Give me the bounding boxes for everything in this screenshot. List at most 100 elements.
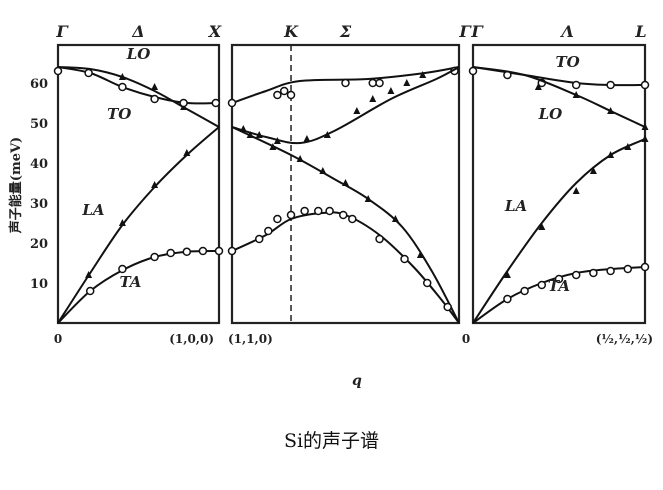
data-point-triangle (269, 143, 277, 150)
data-point-circle (179, 98, 188, 108)
symmetry-point-label: Σ (339, 22, 352, 41)
data-point-triangle (183, 149, 191, 156)
data-point-circle (606, 266, 615, 276)
dispersion-curve-branch (231, 66, 460, 145)
data-point-circle (325, 206, 334, 216)
data-point-triangle (538, 223, 546, 230)
data-point-circle (375, 234, 384, 244)
symmetry-point-label: Γ (470, 22, 484, 41)
x-tick-label: 0 (462, 332, 470, 346)
branch-label-lo: LO (126, 45, 151, 63)
branch-label-to: TO (107, 105, 131, 123)
data-point-circle (640, 80, 650, 90)
data-point-circle (85, 286, 95, 296)
data-point-circle (520, 286, 529, 296)
data-point-circle (443, 302, 452, 312)
x-axis-label: q (352, 373, 362, 389)
data-point-circle (422, 278, 432, 288)
data-point-circle (589, 268, 598, 278)
data-point-circle (348, 214, 357, 224)
branch-label-lo: LO (538, 105, 563, 123)
data-point-circle (264, 226, 273, 236)
data-point-circle (468, 66, 478, 76)
data-point-circle (375, 78, 384, 88)
data-point-circle (227, 98, 237, 108)
data-point-triangle (151, 83, 159, 90)
dispersion-curve-la (472, 138, 646, 324)
data-point-circle (571, 270, 581, 280)
branch-label-to: TO (555, 53, 579, 71)
data-point-circle (227, 246, 237, 256)
data-point-triangle (364, 195, 372, 202)
y-tick-label: 30 (30, 197, 48, 212)
data-point-circle (623, 264, 633, 274)
data-point-triangle (419, 71, 427, 78)
dispersion-curve-branch (231, 66, 460, 104)
branch-label-ta: TA (548, 277, 570, 295)
data-point-circle (118, 264, 127, 274)
data-point-triangle (273, 137, 281, 144)
data-point-triangle (319, 167, 327, 174)
branch-label-la: LA (81, 201, 104, 219)
data-point-triangle (323, 131, 331, 138)
data-point-circle (279, 86, 289, 96)
data-point-triangle (239, 125, 247, 132)
symmetry-point-label: Λ (559, 22, 573, 41)
data-point-triangle (503, 271, 511, 278)
data-point-triangle (387, 87, 395, 94)
y-tick-label: 20 (30, 237, 48, 252)
data-point-triangle (641, 123, 649, 130)
data-point-triangle (296, 155, 304, 162)
dispersion-curve-to (57, 66, 220, 105)
data-point-triangle (118, 219, 126, 226)
symmetry-point-label: K (283, 22, 299, 41)
data-point-triangle (416, 251, 424, 258)
data-point-triangle (607, 107, 615, 114)
data-point-triangle (85, 271, 93, 278)
data-point-triangle (353, 107, 361, 114)
data-point-triangle (255, 131, 263, 138)
panel-frame (471, 43, 647, 325)
data-point-circle (84, 68, 93, 78)
data-point-circle (214, 246, 224, 256)
symmetry-point-label: Δ (131, 22, 144, 41)
symmetry-point-label: X (208, 22, 222, 41)
branch-label-la: LA (504, 197, 527, 215)
x-tick-label: 0 (54, 332, 62, 346)
panel-frame (230, 43, 461, 325)
dispersion-curve-la (57, 126, 220, 324)
data-point-circle (118, 82, 127, 92)
data-point-triangle (641, 135, 649, 142)
data-point-circle (286, 90, 296, 100)
data-point-circle (150, 94, 159, 104)
data-point-circle (606, 80, 615, 90)
symmetry-point-label: Γ (458, 22, 472, 41)
y-tick-label: 40 (30, 157, 48, 172)
x-tick-label: (½,½,½) (596, 332, 653, 346)
data-point-circle (273, 90, 282, 100)
data-point-triangle (534, 83, 542, 90)
data-point-circle (273, 214, 282, 224)
data-point-circle (166, 248, 175, 258)
data-point-circle (368, 78, 377, 88)
data-point-triangle (589, 167, 597, 174)
y-tick-label: 60 (30, 77, 48, 92)
data-point-circle (314, 206, 323, 216)
phonon-dispersion-chart: 10 20 30 40 50 60 声子能量(meV) q Γ Δ X 0 (1,0,0) LO TO LA T… (8, 22, 653, 389)
data-point-circle (341, 78, 350, 88)
symmetry-point-label: L (634, 22, 646, 41)
data-point-triangle (342, 179, 349, 186)
symmetry-point-label: Γ (55, 22, 69, 41)
x-tick-label: (1,0,0) (169, 332, 214, 346)
data-point-triangle (303, 135, 311, 142)
data-point-circle (254, 234, 264, 244)
data-point-triangle (624, 143, 632, 150)
data-point-triangle (572, 187, 580, 194)
figure-caption: Si的声子谱 (283, 430, 380, 452)
branch-label-ta: TA (119, 273, 141, 291)
data-point-triangle (246, 131, 254, 138)
data-point-triangle (403, 79, 411, 86)
dispersion-curve-branch (231, 126, 460, 324)
data-point-circle (182, 247, 192, 257)
data-point-circle (571, 80, 581, 90)
